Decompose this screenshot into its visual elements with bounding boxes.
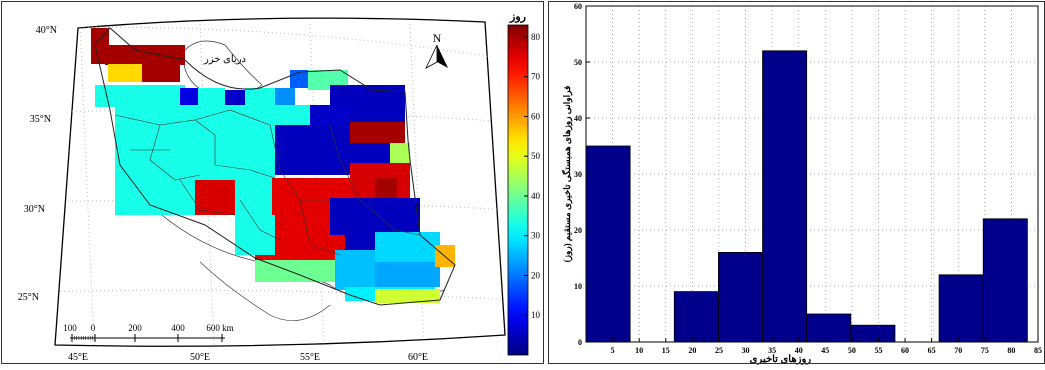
y-tick-label: 50	[574, 58, 582, 67]
map-cell-4	[95, 85, 185, 107]
x-tick-label: 40	[795, 346, 803, 355]
province-border-2	[194, 109, 271, 126]
north-label: N	[433, 31, 442, 45]
y-tick-label: 30	[574, 170, 582, 179]
lon-tick-label: 50°E	[190, 352, 210, 363]
y-tick-label: 10	[574, 282, 582, 291]
map-cell-18	[350, 143, 390, 165]
sea-label: دریای خزر	[203, 54, 246, 65]
colorbar-tick-label: 80	[531, 32, 541, 42]
y-axis-label: فراوانی روزهای همبستگی تاخیری مستقیم (رو…	[561, 86, 573, 263]
x-tick-label: 65	[928, 346, 936, 355]
x-tick-label: 60	[901, 346, 909, 355]
lon-tick-label: 45°E	[68, 352, 88, 363]
colorbar-tick-label: 70	[531, 72, 541, 82]
province-border-10	[179, 179, 236, 216]
country-border	[94, 27, 456, 306]
province-border-5	[329, 124, 361, 201]
map-cell-19	[390, 143, 410, 163]
map-cell-17	[350, 122, 405, 144]
map-panel: دریای خزر N 40°N 35°N 30°N 25°N 45°E 50°E 55°E 60…	[0, 0, 545, 365]
map-panel-border	[1, 1, 544, 364]
graticule-lat-0	[55, 26, 505, 61]
colorbar-tick-label: 30	[531, 231, 541, 241]
map-cell-29	[375, 232, 440, 262]
y-tick-label: 60	[574, 2, 582, 11]
histogram-bar-3	[718, 251, 763, 343]
map-cell-26	[235, 215, 275, 255]
province-border-6	[299, 199, 341, 256]
map-cell-7	[180, 88, 198, 106]
x-tick-label: 55	[874, 346, 882, 355]
lon-tick-label: 60°E	[408, 352, 428, 363]
province-border-7	[359, 199, 421, 236]
map-cell-30	[375, 262, 440, 287]
x-tick-label: 20	[688, 346, 696, 355]
histogram-panel: 5 10 15 20 25 30 35 40 45 50 55 60 65 70 75 80 85 0 10 20 30…	[548, 0, 1045, 365]
scalebar-label: 400	[171, 323, 185, 333]
map-cell-25	[195, 180, 235, 215]
province-border-1	[149, 124, 201, 181]
lat-tick-label: 25°N	[18, 292, 39, 303]
map-cell-33	[375, 289, 440, 303]
map-cell-9	[275, 88, 295, 106]
x-tick-label: 15	[662, 346, 670, 355]
histogram-panel-border	[548, 1, 1045, 364]
map-cell-0	[91, 28, 109, 64]
province-border-8	[239, 199, 281, 241]
map-cell-1	[105, 45, 185, 65]
x-tick-label: 70	[954, 346, 962, 355]
colorbar-tick-label: 10	[531, 310, 541, 320]
graticule-lon-0	[79, 23, 95, 346]
graticule-lon-3	[409, 23, 425, 346]
x-tick-label: 35	[768, 346, 776, 355]
colorbar-tick-label: 60	[531, 111, 541, 121]
x-tick-label: 45	[821, 346, 829, 355]
map-content	[55, 23, 505, 346]
x-tick-label: 25	[715, 346, 723, 355]
x-tick-label: 30	[742, 346, 750, 355]
north-arrow-outline	[425, 44, 438, 69]
x-tick-label: 10	[635, 346, 643, 355]
map-cell-3	[142, 64, 180, 82]
y-tick-label: 20	[574, 226, 582, 235]
province-border-4	[269, 124, 330, 201]
colorbar-tick-label: 40	[531, 191, 541, 201]
lat-tick-label: 35°N	[30, 114, 51, 125]
scalebar-label: 600 km	[206, 323, 233, 333]
y-tick-label: 0	[578, 338, 582, 347]
map-cell-2	[108, 64, 142, 82]
histogram-bar-4	[762, 50, 808, 343]
map-cell-6	[225, 90, 245, 108]
lat-tick-label: 30°N	[24, 204, 45, 215]
x-axis-label: روزهای تاخیری	[750, 354, 812, 365]
x-tick-label: 80	[1007, 346, 1015, 355]
histogram-bar-9	[982, 218, 1028, 343]
colorbar-tick-label: 20	[531, 270, 541, 280]
histogram-chart: 5 10 15 20 25 30 35 40 45 50 55 60 65 70 75 80 85 0 10 20 30…	[561, 2, 1042, 365]
histogram-bar-2	[673, 291, 719, 343]
x-tick-label: 5	[611, 346, 615, 355]
scalebar-label: 100	[63, 323, 77, 333]
lon-tick-label: 55°E	[300, 352, 320, 363]
north-arrow-icon	[437, 45, 448, 68]
y-tick-label: 40	[574, 114, 582, 123]
arabia-coast-outline	[199, 261, 331, 321]
colorbar	[507, 24, 529, 356]
colorbar-label: روز	[509, 11, 526, 23]
x-tick-label: 85	[1034, 346, 1042, 355]
map-cell-16	[275, 125, 350, 175]
x-tick-label: 50	[848, 346, 856, 355]
map-chart: دریای خزر N 40°N 35°N 30°N 25°N 45°E 50°E 55°E 60…	[18, 11, 541, 363]
scalebar-label: 0	[91, 323, 96, 333]
map-cell-8	[245, 88, 275, 106]
x-tick-label: 75	[981, 346, 989, 355]
colorbar-tick-label: 50	[531, 151, 541, 161]
province-border-3	[214, 164, 276, 179]
lat-tick-label: 40°N	[36, 25, 57, 36]
scalebar-label: 200	[128, 323, 142, 333]
map-cell-28	[335, 250, 375, 290]
